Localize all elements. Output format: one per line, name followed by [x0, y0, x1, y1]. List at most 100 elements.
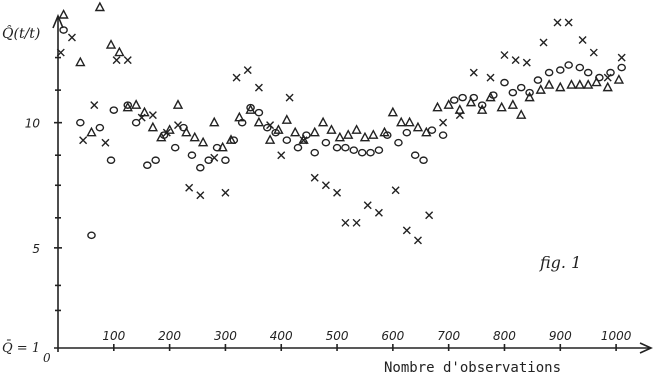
cross-point — [564, 18, 573, 27]
cross-point — [391, 186, 400, 195]
triangle-point — [443, 99, 454, 109]
circle-point — [516, 83, 526, 92]
circle-point — [187, 151, 197, 160]
cross-point — [148, 111, 157, 120]
triangle-point — [566, 79, 577, 89]
triangle-point — [317, 116, 329, 127]
cross-point — [455, 111, 464, 120]
cross-point — [603, 73, 612, 82]
triangle-point — [234, 111, 245, 122]
triangle-point — [396, 116, 407, 127]
circle-point — [142, 161, 152, 170]
circle-point — [595, 73, 604, 82]
circle-point — [477, 101, 487, 109]
x-axis-arrow — [639, 342, 653, 354]
circle-point — [109, 106, 119, 114]
cross-point — [67, 33, 76, 42]
triangle-point — [516, 109, 527, 119]
cross-point — [341, 218, 350, 227]
chart-labels: Q̂(t/t) Q̄ = 10 Nombre d'observations fig. … — [2, 24, 581, 376]
triangle-point — [172, 99, 184, 109]
circle-point — [310, 148, 320, 157]
triangle-point — [334, 131, 346, 142]
circle-point — [402, 128, 412, 137]
cross-point — [363, 201, 372, 210]
triangle-point — [290, 126, 301, 137]
triangle-point — [368, 129, 379, 139]
cross-point — [196, 191, 205, 200]
cross-point — [578, 36, 587, 45]
triangle-point — [164, 124, 175, 134]
y-tick-label: 5 — [32, 242, 40, 256]
cross-point — [123, 56, 132, 65]
cross-point — [232, 73, 241, 82]
triangle-point — [225, 134, 237, 144]
circle-point — [366, 148, 375, 157]
triangle-point — [387, 106, 399, 117]
circle-point — [419, 156, 428, 165]
cross-point — [413, 236, 422, 245]
cross-point — [243, 66, 252, 75]
cross-point — [374, 208, 383, 217]
triangle-point — [602, 81, 613, 92]
triangle-point — [496, 101, 507, 112]
circle-point — [500, 78, 509, 87]
circle-point — [151, 156, 160, 165]
cross-point — [266, 121, 275, 130]
triangle-point — [485, 91, 496, 102]
triangle-point — [114, 46, 125, 57]
y-axis-arrow — [52, 13, 64, 29]
cross-point — [352, 218, 361, 227]
triangle-point — [197, 136, 209, 147]
circle-point — [106, 156, 116, 165]
triangle-point — [574, 79, 585, 89]
y-base-label: Q̄ = 1 — [2, 340, 40, 356]
x-tick-label: 500 — [326, 329, 349, 343]
triangle-point — [156, 131, 167, 142]
cross-point — [589, 48, 598, 57]
triangle-point — [105, 39, 117, 49]
triangle-point — [264, 134, 276, 144]
circle-point — [131, 118, 141, 127]
x-tick-label: 400 — [270, 329, 293, 343]
circle-point — [533, 76, 543, 84]
circle-point — [170, 143, 180, 152]
triangle-point — [535, 84, 546, 94]
cross-point — [210, 153, 219, 162]
circle-point — [525, 88, 534, 97]
circle-point — [508, 88, 518, 97]
circle-point — [332, 143, 342, 152]
triangle-point — [583, 79, 594, 89]
cross-point — [310, 173, 319, 182]
cross-point — [56, 48, 65, 57]
triangle-point — [524, 91, 535, 102]
cross-point — [439, 118, 448, 127]
x-tick-label: 100 — [102, 329, 125, 343]
cross-point — [553, 18, 562, 27]
triangle-point — [326, 124, 337, 134]
cross-point — [321, 181, 330, 190]
y-tick-label: 10 — [25, 117, 41, 131]
cross-point — [299, 136, 308, 145]
cross-point — [221, 188, 230, 197]
triangle-point — [412, 121, 424, 132]
circle-point — [374, 146, 384, 155]
cross-point — [539, 38, 548, 47]
triangle-point — [298, 134, 309, 144]
x-tick-label: 600 — [381, 329, 404, 343]
cross-point — [162, 128, 171, 137]
circle-point — [196, 163, 205, 172]
x-tick-label: 800 — [493, 329, 516, 343]
triangle-point — [130, 99, 142, 109]
triangle-point — [465, 96, 477, 107]
circle-point — [564, 61, 573, 69]
cross-point — [285, 93, 294, 102]
triangle-point — [309, 126, 320, 137]
circle-point — [357, 148, 367, 157]
circle-point — [555, 66, 565, 74]
triangle-point — [94, 1, 106, 12]
triangle-point — [281, 114, 292, 124]
circle-point — [95, 123, 105, 132]
triangle-point — [273, 124, 284, 134]
triangle-point — [432, 101, 443, 112]
